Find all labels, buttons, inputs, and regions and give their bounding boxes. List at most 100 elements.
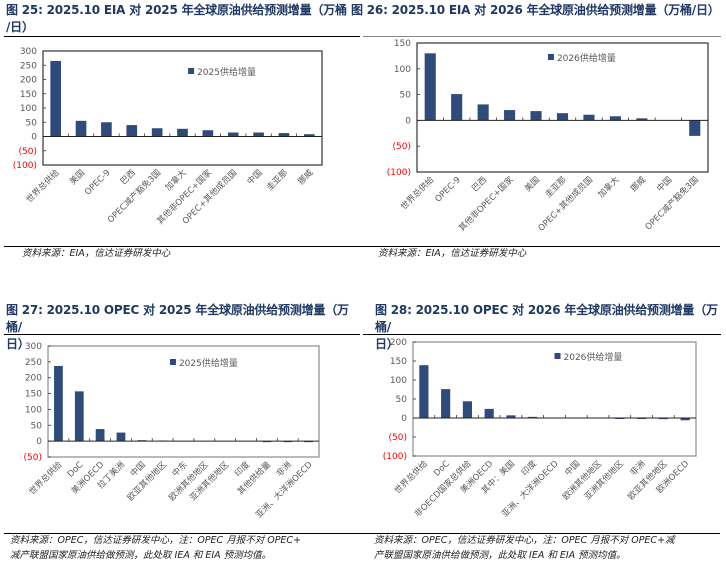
- figure-25-chart: 300 250 200 150 100 50 0 (50) (100)世界总供给 美国OPEC-9…: [13, 47, 323, 227]
- bar: [424, 53, 436, 121]
- legend-label: 2026供给增量: [564, 351, 623, 363]
- bar: [126, 125, 138, 137]
- figure-25-source: 资料来源：EIA，信达证券研发中心: [22, 248, 171, 259]
- y-tick-label: 200: [20, 76, 37, 86]
- bar: [253, 132, 264, 137]
- bar: [528, 416, 538, 418]
- figure-26-title-rule: [363, 36, 721, 37]
- y-tick-label: 150: [20, 90, 37, 100]
- y-tick-label: 0: [405, 116, 411, 126]
- category-label: 圭亚那: [264, 167, 290, 193]
- category-label: 加拿大: [596, 174, 622, 200]
- plot-frame: [416, 42, 709, 173]
- y-tick-label: 150: [390, 357, 407, 367]
- category-label: 美国: [522, 174, 542, 194]
- figure-25-title-rule: [4, 36, 360, 37]
- y-tick-label: 50: [400, 91, 412, 101]
- figure-26-title: 图 26: 2025.10 EIA 对 2026 年全球原油供给预测增量（万桶/…: [351, 2, 726, 19]
- bar: [504, 110, 516, 121]
- category-label: 世界总供给: [399, 174, 437, 212]
- y-tick-label: 300: [20, 47, 37, 57]
- bar: [484, 408, 494, 418]
- y-tick-label: 100: [20, 104, 37, 114]
- bar: [202, 130, 214, 137]
- figure-27-source: 资料来源：OPEC，信达证券研发中心，注：OPEC 月报不对 OPEC+ 减产联…: [10, 533, 355, 563]
- category-label: OPEC-9: [433, 175, 462, 204]
- y-tick-label: (100): [387, 168, 411, 178]
- figure-26-source: 资料来源：EIA，信达证券研发中心: [378, 248, 527, 259]
- category-label: 圭亚那: [543, 174, 569, 200]
- figure-25-title: 图 25: 2025.10 EIA 对 2025 年全球原油供给预测增量（万桶 …: [6, 2, 351, 36]
- category-label: 世界总供给: [24, 167, 62, 205]
- bar: [636, 118, 648, 121]
- y-tick-label: 50: [31, 421, 43, 431]
- figure-28-title-line1: 图 28: 2025.10 OPEC 对 2026 年全球原油供给预测增量（万桶…: [375, 303, 718, 334]
- bar: [54, 365, 63, 442]
- bar: [441, 389, 451, 418]
- category-label: 挪威: [296, 167, 316, 187]
- figure-27-title-line2: 日）: [6, 337, 30, 351]
- bar: [530, 111, 542, 121]
- bar: [75, 120, 87, 137]
- category-label: 中国: [245, 167, 265, 187]
- bar: [583, 114, 595, 121]
- bar: [451, 94, 463, 121]
- figure-28-source: 资料来源：OPEC，信达证券研发中心，注：OPEC 月报不对 OPEC+减 产联…: [374, 533, 724, 563]
- figure-28-title: 图 28: 2025.10 OPEC 对 2026 年全球原油供给预测增量（万桶…: [375, 302, 725, 353]
- category-label: 挪威: [628, 174, 648, 194]
- bar: [658, 418, 668, 420]
- y-tick-label: (50): [19, 147, 37, 157]
- figure-27-title-line1: 图 27: 2025.10 OPEC 对 2025 年全球原油供给预测增量（万桶…: [6, 303, 349, 334]
- category-label: 欧亚其他地区: [125, 459, 169, 503]
- legend-swatch: [169, 359, 176, 365]
- y-tick-label: (100): [13, 161, 37, 171]
- y-tick-label: 0: [31, 133, 37, 143]
- figure-28-source-line2: 产联盟国家原油供给做预测，此处取 IEA 和 EIA 预测均值。: [374, 550, 626, 561]
- figure-25-title-line2: /日）: [6, 20, 34, 34]
- bar: [303, 134, 315, 137]
- y-tick-label: (50): [389, 433, 407, 443]
- category-label: 中国: [563, 458, 583, 478]
- bar: [556, 113, 569, 121]
- figure-28-source-line1: 资料来源：OPEC，信达证券研发中心，注：OPEC 月报不对 OPEC+减: [374, 535, 675, 546]
- y-tick-label: 150: [25, 390, 42, 400]
- y-tick-label: (50): [24, 453, 42, 463]
- figure-28-title-line2: 日）: [375, 337, 399, 351]
- y-tick-label: (50): [393, 142, 411, 152]
- y-tick-label: 200: [390, 338, 407, 348]
- y-tick-label: 50: [26, 118, 38, 128]
- bar: [477, 104, 489, 121]
- category-label: 中国: [655, 174, 675, 194]
- y-tick-label: 250: [20, 61, 37, 71]
- legend-swatch: [188, 68, 195, 74]
- category-label: 美国: [67, 167, 87, 187]
- y-tick-label: 0: [36, 437, 42, 447]
- y-tick-label: (100): [383, 452, 407, 462]
- bar: [609, 116, 621, 121]
- bar: [177, 128, 188, 137]
- category-label: 巴西: [470, 175, 489, 194]
- figure-27-source-line1: 资料来源：OPEC，信达证券研发中心，注：OPEC 月报不对 OPEC+: [10, 535, 302, 546]
- legend-label: 2026供给增量: [557, 52, 616, 64]
- y-tick-label: 300: [25, 342, 42, 352]
- category-label: 世界总供给: [392, 458, 430, 496]
- category-label: 世界总供给: [27, 459, 65, 497]
- y-tick-label: 100: [25, 405, 42, 415]
- y-tick-label: 150: [394, 39, 411, 49]
- bar: [95, 429, 105, 442]
- plot-frame: [42, 50, 323, 166]
- figure-27-source-line2: 减产联盟国家原油供给做预测，此处取 IEA 和 EIA 预测均值。: [10, 550, 272, 561]
- y-tick-label: 200: [25, 374, 42, 384]
- plot-frame: [412, 341, 697, 457]
- figure-27-title: 图 27: 2025.10 OPEC 对 2025 年全球原油供给预测增量（万桶…: [6, 302, 361, 353]
- figure-28-title-rule: [363, 334, 721, 335]
- bar: [101, 122, 112, 137]
- bar: [74, 391, 84, 442]
- bar: [419, 365, 429, 418]
- bar: [278, 133, 290, 137]
- category-label: 非洲: [628, 458, 648, 478]
- legend-swatch: [547, 54, 554, 60]
